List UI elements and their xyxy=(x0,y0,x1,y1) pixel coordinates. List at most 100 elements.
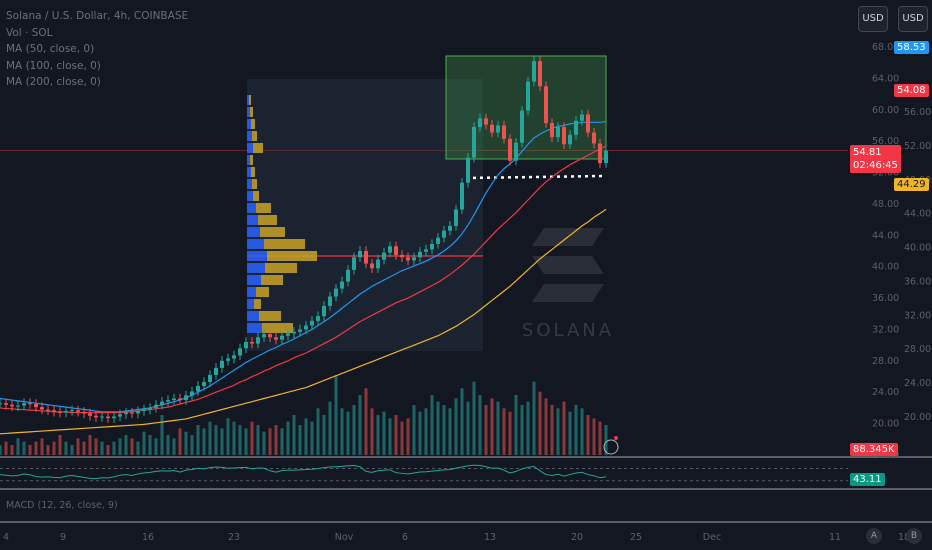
candle-body xyxy=(400,254,404,258)
candle-body xyxy=(106,416,110,419)
volume-profile-bar-down xyxy=(267,251,317,261)
candle-body xyxy=(334,288,338,297)
auto-scale-button[interactable]: A xyxy=(866,528,882,544)
volume-bar xyxy=(310,421,314,455)
candle-body xyxy=(496,125,500,133)
candle-body xyxy=(220,360,224,368)
volume-bar xyxy=(514,395,518,455)
candle-body xyxy=(310,320,314,326)
y2-tick-label: 44.00 xyxy=(904,209,931,220)
volume-bar xyxy=(412,405,416,455)
volume-bar xyxy=(604,425,608,455)
candle-body xyxy=(502,125,506,139)
y2-tick-label: 56.00 xyxy=(904,107,931,118)
log-scale-button[interactable]: B xyxy=(906,528,922,544)
y2-tick-label: 40.00 xyxy=(904,243,931,254)
volume-bar xyxy=(214,425,218,455)
volume-bar xyxy=(250,421,254,455)
volume-bar xyxy=(0,445,2,455)
currency-button-left[interactable]: USD xyxy=(858,6,888,32)
candle-body xyxy=(46,409,50,411)
volume-profile-bar-down xyxy=(253,191,259,201)
candle-body xyxy=(352,257,356,270)
candle-body xyxy=(0,403,2,405)
volume-bar xyxy=(106,445,110,455)
candle-body xyxy=(274,337,278,340)
candle-body xyxy=(172,398,176,401)
candle-body xyxy=(424,249,428,252)
volume-bar xyxy=(172,438,176,455)
y-tick-label: 52.00 xyxy=(872,168,899,179)
candle-body xyxy=(376,259,380,269)
candle-body xyxy=(382,252,386,260)
legend-ma50: MA (50, close, 0) xyxy=(6,43,95,55)
badge-ma-mid: 54.08 xyxy=(894,84,929,97)
candle-body xyxy=(304,325,308,330)
volume-profile-bar-down xyxy=(250,155,253,165)
candle-body xyxy=(166,400,170,402)
volume-bar xyxy=(592,418,596,455)
candle-body xyxy=(52,410,56,412)
volume-bar xyxy=(388,418,392,455)
volume-bar xyxy=(82,441,86,455)
candle-body xyxy=(436,237,440,244)
y-tick-label: 28.00 xyxy=(872,356,899,367)
candle-body xyxy=(190,391,194,396)
volume-bar xyxy=(40,438,44,455)
currency-button-right[interactable]: USD xyxy=(898,6,928,32)
volume-bar xyxy=(376,415,380,455)
y-tick-label: 40.00 xyxy=(872,262,899,273)
candle-body xyxy=(394,246,398,255)
candle-body xyxy=(16,405,20,407)
candle-body xyxy=(340,281,344,289)
volume-bar xyxy=(448,408,452,455)
y-tick-label: 60.00 xyxy=(872,105,899,116)
volume-bar xyxy=(184,431,188,455)
legend-title: Solana / U.S. Dollar, 4h, COINBASE xyxy=(6,10,189,22)
candle-body xyxy=(10,404,14,407)
x-tick-label: 11 xyxy=(829,532,841,543)
watermark-logo-bar-2 xyxy=(532,256,604,274)
volume-profile-bar-up xyxy=(247,95,249,105)
volume-bar xyxy=(550,405,554,455)
volume-profile-bar-down xyxy=(261,275,283,285)
volume-bar xyxy=(328,401,332,455)
volume-bar xyxy=(130,438,134,455)
candle-body xyxy=(526,81,530,111)
x-tick-label: 6 xyxy=(402,532,408,543)
badge-volume: 88.345K xyxy=(850,443,898,456)
candle-body xyxy=(94,415,98,418)
volume-bar xyxy=(262,431,266,455)
x-tick-label: 4 xyxy=(3,532,9,543)
y-tick-label: 24.00 xyxy=(872,387,899,398)
ma100-line xyxy=(0,145,607,414)
chart-legend: Solana / U.S. Dollar, 4h, COINBASE Vol ·… xyxy=(6,8,188,91)
y2-tick-label: 20.00 xyxy=(904,412,931,423)
y2-tick-label: 24.00 xyxy=(904,378,931,389)
candle-body xyxy=(76,410,80,412)
candle-body xyxy=(178,398,182,401)
volume-bar xyxy=(304,418,308,455)
volume-bar xyxy=(52,441,56,455)
candle-body xyxy=(490,124,494,133)
y-tick-label: 64.00 xyxy=(872,73,899,84)
x-tick-label: 18 xyxy=(898,532,910,543)
volume-bar xyxy=(502,408,506,455)
candle-body xyxy=(262,334,266,338)
volume-bar xyxy=(400,421,404,455)
y-tick-label: 20.00 xyxy=(872,419,899,430)
volume-bar xyxy=(94,438,98,455)
y2-tick-label: 28.00 xyxy=(904,344,931,355)
y-tick-label: 32.00 xyxy=(872,324,899,335)
x-tick-label: 25 xyxy=(630,532,642,543)
volume-bar xyxy=(238,425,242,455)
candle-body xyxy=(448,225,452,231)
volume-profile-bar-up xyxy=(247,107,250,117)
volume-profile-bar-down xyxy=(260,227,285,237)
candle-body xyxy=(154,404,158,408)
candle-body xyxy=(250,342,254,344)
volume-bar xyxy=(88,435,92,455)
candle-body xyxy=(214,367,218,375)
x-tick-label: Nov xyxy=(335,532,354,543)
